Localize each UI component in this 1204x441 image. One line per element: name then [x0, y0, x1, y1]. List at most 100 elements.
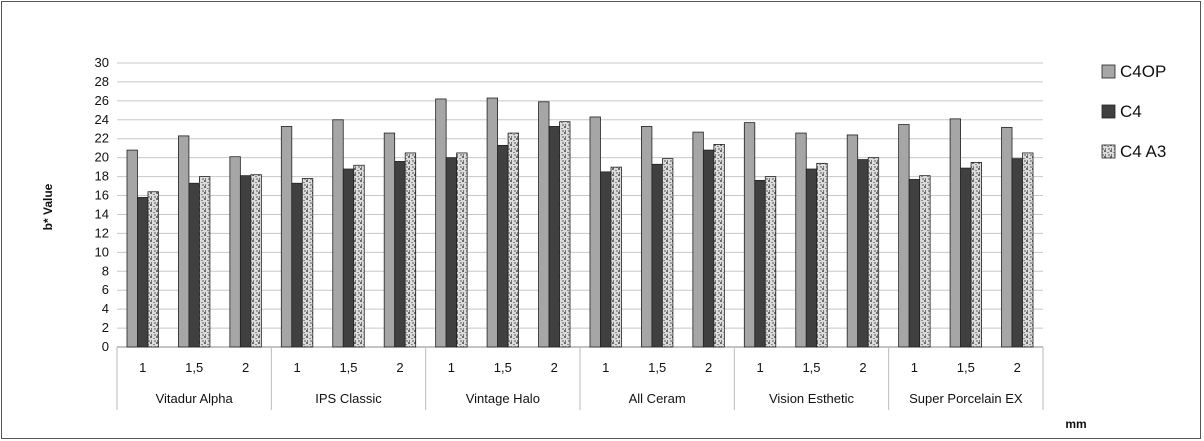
- legend-label: C4 A3: [1120, 142, 1166, 161]
- bar: [610, 166, 622, 348]
- bar: [857, 159, 869, 348]
- x-tick-label: 2: [242, 360, 249, 375]
- bar: [137, 197, 149, 348]
- x-tick-label: 1,5: [802, 360, 820, 375]
- x-tick-label: 1: [756, 360, 763, 375]
- y-tick-label: 4: [102, 301, 109, 316]
- y-tick-label: 30: [95, 55, 109, 70]
- bar: [486, 97, 498, 348]
- y-tick-label: 0: [102, 339, 109, 354]
- bar: [178, 135, 190, 348]
- bar: [199, 176, 211, 348]
- y-tick-label: 10: [95, 244, 109, 259]
- bar: [816, 162, 828, 348]
- bar: [970, 161, 982, 348]
- bar: [342, 168, 355, 348]
- legend-swatch: [1101, 64, 1116, 79]
- y-tick-label: 6: [102, 282, 109, 297]
- x-group-label: Super Porcelain EX: [909, 391, 1023, 406]
- bar: [692, 131, 704, 348]
- bar: [600, 171, 612, 348]
- bar: [497, 144, 509, 348]
- bar: [795, 132, 807, 348]
- y-tick-label: 28: [95, 74, 109, 89]
- x-tick-label: 2: [859, 360, 866, 375]
- y-tick-label: 14: [95, 206, 109, 221]
- y-tick-label: 8: [102, 263, 109, 278]
- x-group-label: Vision Esthetic: [769, 391, 855, 406]
- bar: [404, 152, 417, 348]
- bar: [651, 163, 663, 348]
- y-axis-label: b* Value: [41, 183, 55, 230]
- bar: [713, 144, 725, 348]
- bar: [126, 149, 138, 348]
- x-tick-label: 1,5: [339, 360, 357, 375]
- bar: [949, 118, 961, 348]
- bar: [641, 126, 653, 348]
- bar: [456, 152, 468, 348]
- bar: [353, 164, 365, 348]
- bar: [846, 134, 859, 348]
- x-tick-label: 1,5: [957, 360, 975, 375]
- bar: [239, 175, 252, 348]
- bar: [919, 175, 931, 348]
- x-tick-label: 1: [139, 360, 146, 375]
- bar: [1022, 152, 1034, 348]
- y-tick-label: 26: [95, 93, 109, 108]
- bar: [589, 116, 601, 348]
- y-tick-label: 24: [95, 112, 109, 127]
- bar: [332, 119, 344, 348]
- x-tick-label: 2: [1014, 360, 1021, 375]
- bar: [702, 149, 715, 348]
- x-tick-label: 1,5: [648, 360, 666, 375]
- bar: [908, 179, 921, 348]
- bar: [662, 158, 674, 348]
- bar: [805, 168, 818, 348]
- legend-swatch: [1101, 144, 1116, 159]
- bar: [188, 182, 200, 348]
- y-tick-label: 22: [95, 131, 109, 146]
- x-axis-unit-label: mm: [1065, 417, 1086, 431]
- bar: [1011, 158, 1023, 348]
- y-tick-label: 20: [95, 150, 109, 165]
- bar: [301, 178, 314, 348]
- x-tick-label: 1,5: [494, 360, 512, 375]
- bar: [559, 121, 571, 348]
- x-group-label: All Ceram: [629, 391, 686, 406]
- bar: [394, 161, 406, 348]
- bar: [250, 174, 262, 348]
- y-tick-label: 12: [95, 225, 109, 240]
- x-tick-label: 1: [602, 360, 609, 375]
- x-tick-label: 1: [448, 360, 455, 375]
- x-tick-label: 1: [293, 360, 300, 375]
- legend-label: C4: [1120, 102, 1142, 121]
- bar: [538, 101, 550, 348]
- x-tick-label: 2: [551, 360, 558, 375]
- bar: [867, 157, 880, 348]
- bar: [291, 182, 303, 348]
- x-group-label: Vitadur Alpha: [156, 391, 234, 406]
- x-tick-label: 1,5: [185, 360, 203, 375]
- bar: [754, 179, 766, 348]
- bar: [960, 167, 972, 348]
- x-tick-label: 2: [705, 360, 712, 375]
- bar: [280, 126, 293, 348]
- bar: [1001, 126, 1013, 348]
- y-tick-label: 2: [102, 320, 109, 335]
- x-group-label: IPS Classic: [315, 391, 382, 406]
- x-group-label: Vintage Halo: [466, 391, 540, 406]
- y-tick-label: 18: [95, 169, 109, 184]
- bar: [764, 176, 777, 348]
- bar: [548, 126, 560, 348]
- legend-swatch: [1101, 104, 1116, 119]
- bar: [147, 191, 159, 348]
- bar: [383, 132, 396, 348]
- bar: [743, 122, 756, 348]
- bar: [445, 157, 458, 348]
- x-tick-label: 2: [396, 360, 403, 375]
- bar: [898, 124, 910, 348]
- bar: [435, 98, 447, 348]
- x-tick-label: 1: [911, 360, 918, 375]
- y-tick-label: 16: [95, 188, 109, 203]
